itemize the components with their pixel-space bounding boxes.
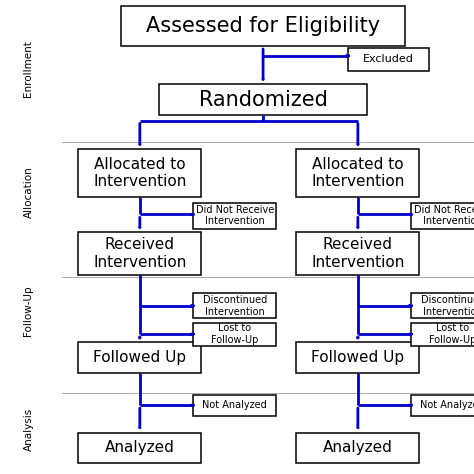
FancyBboxPatch shape: [411, 394, 474, 416]
Text: Allocated to
Intervention: Allocated to Intervention: [311, 157, 404, 189]
FancyBboxPatch shape: [78, 432, 201, 464]
FancyBboxPatch shape: [193, 323, 276, 346]
FancyBboxPatch shape: [159, 84, 367, 115]
Text: Enrollment: Enrollment: [23, 40, 34, 97]
Text: Analyzed: Analyzed: [105, 440, 175, 456]
Text: Did Not Receive
Intervention: Did Not Receive Intervention: [413, 205, 474, 227]
FancyBboxPatch shape: [296, 149, 419, 197]
Text: Analyzed: Analyzed: [323, 440, 393, 456]
FancyBboxPatch shape: [78, 342, 201, 374]
Text: Lost to
Follow-Up: Lost to Follow-Up: [429, 323, 474, 345]
Text: Assessed for Eligibility: Assessed for Eligibility: [146, 16, 380, 36]
FancyBboxPatch shape: [411, 202, 474, 228]
FancyBboxPatch shape: [296, 342, 419, 374]
Text: Not Analyzed: Not Analyzed: [420, 400, 474, 410]
Text: Discontinued
Intervention: Discontinued Intervention: [202, 295, 267, 317]
FancyBboxPatch shape: [193, 293, 276, 318]
Text: Lost to
Follow-Up: Lost to Follow-Up: [211, 323, 258, 345]
Text: Follow-Up: Follow-Up: [23, 285, 34, 336]
Text: Not Analyzed: Not Analyzed: [202, 400, 267, 410]
FancyBboxPatch shape: [411, 323, 474, 346]
FancyBboxPatch shape: [78, 232, 201, 275]
FancyBboxPatch shape: [348, 48, 429, 71]
Text: Followed Up: Followed Up: [311, 350, 404, 365]
FancyBboxPatch shape: [121, 6, 405, 46]
FancyBboxPatch shape: [296, 232, 419, 275]
Text: Followed Up: Followed Up: [93, 350, 186, 365]
Text: Received
Intervention: Received Intervention: [93, 237, 186, 270]
Text: Randomized: Randomized: [199, 90, 328, 109]
Text: Allocation: Allocation: [23, 166, 34, 218]
FancyBboxPatch shape: [411, 293, 474, 318]
Text: Excluded: Excluded: [363, 54, 414, 64]
Text: Received
Intervention: Received Intervention: [311, 237, 404, 270]
FancyBboxPatch shape: [296, 432, 419, 464]
Text: Discontinued
Intervention: Discontinued Intervention: [420, 295, 474, 317]
FancyBboxPatch shape: [78, 149, 201, 197]
Text: Analysis: Analysis: [23, 407, 34, 451]
FancyBboxPatch shape: [193, 394, 276, 416]
FancyBboxPatch shape: [193, 202, 276, 228]
Text: Did Not Receive
Intervention: Did Not Receive Intervention: [195, 205, 274, 227]
Text: Allocated to
Intervention: Allocated to Intervention: [93, 157, 186, 189]
